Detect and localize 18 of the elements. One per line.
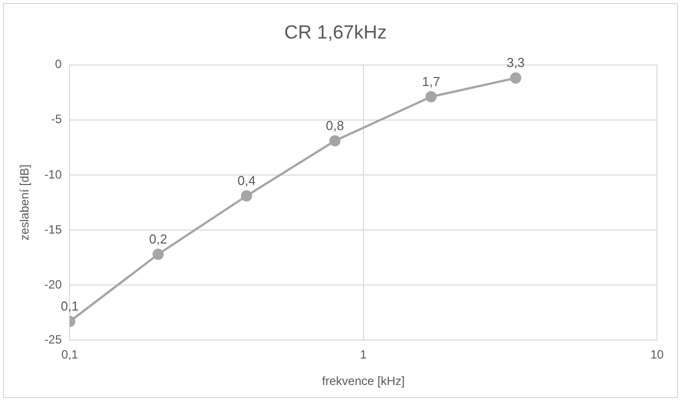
annotation: 0,2 bbox=[149, 231, 168, 246]
y-tick-label: -10 bbox=[44, 167, 62, 182]
annotation: 0,8 bbox=[326, 118, 344, 133]
annotation: 3,3 bbox=[506, 55, 525, 70]
x-tick-label: 1 bbox=[360, 348, 368, 362]
annotation: 0,1 bbox=[60, 298, 79, 314]
y-axis-title: zeslabení [dB] bbox=[18, 164, 32, 241]
y-tick-label: -25 bbox=[44, 332, 62, 347]
y-tick-label: 0 bbox=[55, 57, 62, 72]
x-tick-label: 0,1 bbox=[61, 348, 78, 362]
y-tick-label: -20 bbox=[44, 277, 62, 292]
annotation: 1,7 bbox=[422, 74, 440, 89]
x-axis-title: frekvence [kHz] bbox=[322, 374, 405, 388]
x-tick-label: 10 bbox=[650, 348, 664, 362]
y-tick-label: -15 bbox=[44, 222, 62, 236]
y-tick-label: -5 bbox=[51, 112, 62, 126]
chart-title: CR 1,67kHz bbox=[284, 22, 387, 44]
annotation: 0,4 bbox=[237, 172, 256, 188]
